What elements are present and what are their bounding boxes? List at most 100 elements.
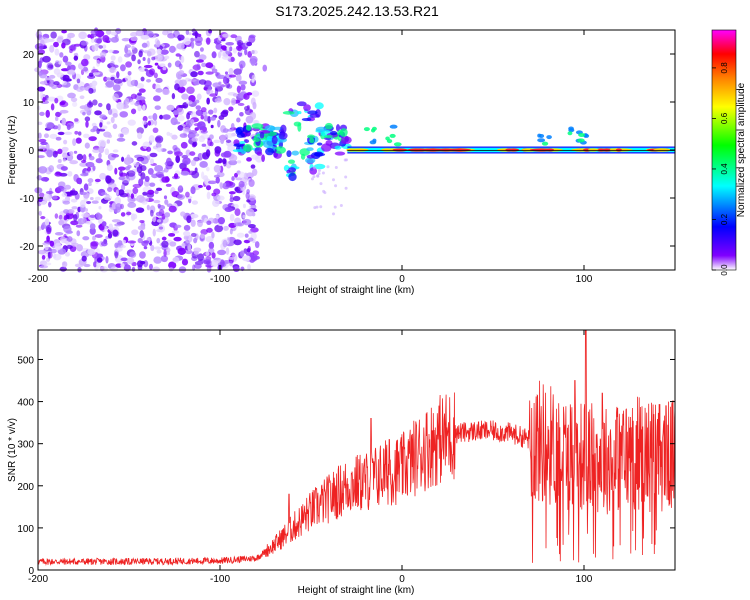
spectrogram-cell (237, 102, 245, 107)
spectrogram-cell (154, 54, 163, 62)
spectrogram-cell (120, 244, 126, 249)
spectrogram-cell (197, 70, 204, 76)
spectrogram-cell (148, 135, 155, 143)
spectrogram-cell (190, 71, 198, 78)
spectrogram-cell (73, 52, 78, 57)
spectrogram-cell (222, 109, 229, 115)
spectrogram-cell (215, 214, 219, 219)
spectrogram-cell (389, 124, 398, 129)
spectrogram-cell (190, 111, 198, 119)
spectrogram-cell (190, 159, 197, 167)
spectrogram-cell (111, 219, 121, 223)
spectrogram-cell (160, 255, 169, 263)
spectrogram-cell (340, 136, 352, 144)
spectrogram-cell (105, 77, 111, 81)
spectrogram-cell (223, 225, 229, 231)
spectrogram-cell (111, 50, 120, 54)
spectrogram-cell (206, 89, 214, 94)
spectrogram-cell (66, 124, 71, 131)
spectrogram-cell (225, 139, 232, 144)
spectrogram-peak-cell (653, 148, 671, 152)
snr-y-tick-label: 0 (28, 566, 34, 577)
spectrogram-cell (47, 251, 51, 260)
spectrogram-cell (322, 189, 326, 193)
spectrogram-cell (149, 158, 155, 165)
spectrogram-cell (203, 175, 209, 182)
spectrogram-cell (264, 125, 276, 132)
colorbar: 0.0 0.2 0.4 0.6 0.8 Normalized spectral ampl… (711, 29, 747, 276)
spectrogram-cell (274, 146, 286, 154)
spectrogram-cell (142, 191, 148, 196)
spectrogram-cell (74, 118, 79, 122)
spectrogram-cell (131, 54, 136, 62)
spectrogram-cell (65, 61, 72, 66)
spectrogram-cell (244, 233, 249, 238)
spectrogram-cell (44, 243, 49, 251)
spectrogram-cell (165, 157, 172, 166)
spectrogram-cell (265, 147, 275, 156)
spectrogram-cell (136, 166, 143, 174)
spectrogram-cell (152, 214, 157, 223)
spectrogram-cell (147, 189, 155, 195)
spectrogram-cell (38, 132, 42, 139)
spectrogram-cell (242, 144, 253, 152)
snr-x-tick-label: 0 (399, 574, 405, 585)
spectrogram-cell (150, 244, 155, 252)
spectrogram-cell (225, 42, 235, 46)
colorbar-tick-label: 0.2 (720, 213, 729, 225)
spectrogram-cell (67, 209, 75, 214)
spectrogram-cell (102, 44, 107, 49)
spectrogram-cell (238, 180, 245, 188)
spectrogram-cell (236, 85, 241, 94)
spectrogram-cell (538, 133, 545, 138)
spectrogram-cell (92, 148, 101, 154)
spectrogram-cell (73, 43, 81, 47)
spectrogram-cell (114, 251, 119, 259)
spectrogram-cell (113, 78, 123, 84)
spectrogram-cell (546, 135, 552, 140)
spectrogram-cell (319, 182, 323, 186)
spectrogram-cell (94, 110, 102, 116)
spectrogram-cell (122, 239, 127, 244)
spectrogram-cell (317, 172, 321, 176)
spectrogram-cell (205, 145, 211, 151)
spectrogram-cell (222, 239, 228, 248)
spectrogram-cell (309, 113, 320, 118)
spectrogram-cell (95, 158, 103, 164)
spectrogram-cell (129, 99, 135, 105)
snr-y-label: SNR (10 * v/v) (7, 418, 18, 482)
spectrogram-cell (40, 100, 50, 105)
spectrogram-cell (228, 191, 236, 195)
spectrogram-cell (307, 134, 316, 139)
spectrogram-cell (124, 97, 130, 105)
spectrogram-cell (38, 192, 45, 198)
spectrogram-cell (197, 253, 205, 261)
spectrogram-cell (138, 158, 144, 162)
spectrogram-cell (190, 186, 196, 195)
spectrogram-cell (330, 130, 338, 136)
spectrogram-cell (233, 239, 242, 246)
spectrogram-cell (105, 29, 112, 35)
spectrogram-cell (334, 145, 342, 150)
spectrogram-cell (64, 184, 71, 190)
spectrogram-cell (110, 36, 119, 43)
spectrogram-cell (334, 165, 338, 169)
spectrogram-cell (216, 171, 225, 178)
spectrogram-cell (225, 247, 230, 255)
spectrogram-cell (154, 246, 162, 250)
spectrogram-cell (148, 263, 153, 270)
spectrogram-cell (108, 49, 114, 53)
spectrogram-cell (121, 156, 125, 162)
spectrogram-cell (172, 110, 179, 116)
spectrogram-cell (154, 105, 161, 110)
spectrogram-cell (310, 177, 314, 181)
snr-y-tick-label: 300 (17, 440, 34, 451)
spectrogram-cell (46, 257, 51, 262)
spectrogram-cell (198, 79, 207, 85)
spectrogram-cell (127, 70, 132, 76)
spectrogram-cell (187, 78, 197, 82)
spectrogram-cell (40, 216, 46, 220)
spectrogram-cell (62, 200, 71, 205)
spectrogram-cell (262, 64, 268, 72)
spectrogram-cell (37, 249, 46, 255)
